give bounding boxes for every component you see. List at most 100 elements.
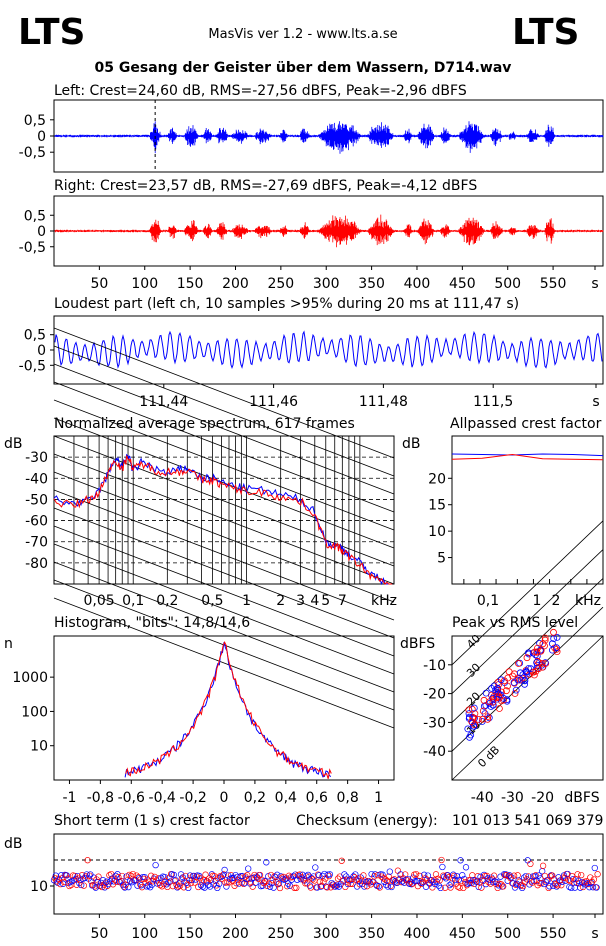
shortterm-point: [87, 871, 94, 878]
shortterm-point: [218, 875, 226, 882]
shortterm-point: [334, 875, 342, 882]
right-waveform-xlabel: 350: [358, 276, 385, 292]
shortterm-point: [495, 882, 502, 889]
peakrms-point: [529, 649, 537, 657]
peakrms-point: [469, 722, 477, 730]
peakrms-point: [532, 668, 540, 675]
peakrms-point: [509, 672, 516, 680]
histogram-ylabel: 100: [21, 704, 48, 720]
shortterm-point: [530, 877, 538, 884]
shortterm-point: [439, 863, 446, 871]
shortterm-point: [97, 882, 104, 889]
peakrms-point: [510, 679, 518, 686]
peakrms-diagonal: [451, 520, 604, 666]
spectrum-title: Normalized average spectrum, 617 frames: [54, 416, 355, 432]
shortterm-point: [80, 882, 88, 889]
right-waveform-xlabel: 450: [449, 276, 476, 292]
peakrms-point: [521, 677, 529, 685]
peakrms-point: [521, 680, 528, 688]
shortterm-point: [266, 883, 274, 890]
left-waveform-trace: [54, 121, 604, 154]
spectrum-frame: [53, 435, 395, 585]
shortterm-point: [536, 879, 543, 887]
right-waveform-xlabel: 100: [131, 276, 158, 292]
shortterm-point: [261, 877, 268, 885]
peakrms-diag-label: 20: [464, 690, 483, 709]
shortterm-point: [182, 872, 189, 880]
right-waveform-xlabel: s: [591, 276, 598, 292]
peakrms-point: [505, 668, 513, 676]
spectrum-right: [53, 455, 393, 585]
peakrms-point: [495, 705, 503, 712]
shortterm-point: [506, 872, 513, 879]
spectrum-slope: [53, 363, 395, 495]
shortterm-point: [431, 880, 439, 888]
peakrms-point: [503, 696, 511, 704]
shortterm-point: [457, 857, 464, 864]
peakrms-point: [465, 706, 473, 714]
shortterm-point: [316, 878, 324, 885]
shortterm-point: [276, 884, 284, 892]
spectrum-slope: [53, 561, 395, 693]
crest-xlabel: 0,1: [477, 593, 499, 609]
peakrms-point: [553, 634, 561, 641]
right-waveform-ylabel: 0,5: [24, 208, 46, 224]
histogram-xlabel: -0,6: [118, 790, 145, 806]
peakrms-point: [478, 718, 486, 725]
shortterm-point: [591, 864, 598, 872]
loudest-xlabel: 111,5: [473, 394, 513, 410]
peakrms-point: [489, 694, 497, 702]
shortterm-point: [475, 883, 482, 891]
right-wave-title: Right: Crest=23,57 dB, RMS=-27,69 dBFS, …: [54, 178, 477, 194]
peakrms-ylabel: -20: [423, 687, 446, 703]
spectrum-xlabel: 0,1: [122, 593, 144, 609]
shortterm-point: [374, 871, 382, 879]
shortterm-point: [268, 880, 275, 887]
loudest-ylabel: 0: [37, 343, 46, 359]
shortterm-point: [187, 879, 195, 887]
shortterm-point: [245, 875, 253, 883]
app-title: MasVis ver 1.2 - www.lts.a.se: [208, 27, 397, 42]
shortterm-point: [83, 871, 90, 878]
shortterm-point: [171, 877, 178, 884]
shortterm-point: [428, 876, 435, 884]
shortterm-xlabel: 350: [358, 926, 385, 942]
peakrms-point: [535, 659, 543, 667]
shortterm-point: [118, 877, 125, 885]
shortterm-point: [436, 877, 443, 884]
file-title: 05 Gesang der Geister über dem Wassern, …: [95, 60, 512, 76]
peakrms-point: [533, 648, 541, 656]
shortterm-point: [375, 883, 383, 890]
shortterm-point: [362, 877, 369, 884]
shortterm-point: [525, 873, 532, 880]
shortterm-point: [196, 875, 204, 882]
spectrum-xlabel: 1: [242, 593, 251, 609]
shortterm-xlabel: s: [591, 926, 598, 942]
spectrum-ylabel: -80: [25, 556, 48, 572]
shortterm-point: [138, 884, 146, 891]
shortterm-point: [461, 875, 468, 883]
shortterm-point: [108, 870, 115, 878]
peakrms-point: [468, 705, 476, 713]
shortterm-point: [220, 871, 227, 878]
shortterm-xlabel: 400: [404, 926, 431, 942]
shortterm-point: [510, 872, 518, 879]
peakrms-point: [480, 696, 488, 704]
spectrum-xlabel: 2: [276, 593, 285, 609]
shortterm-point: [120, 883, 128, 890]
shortterm-point: [365, 877, 373, 885]
shortterm-point: [460, 884, 467, 892]
shortterm-point: [274, 871, 281, 878]
crest-ylabel: 10: [428, 524, 446, 540]
shortterm-point: [381, 878, 388, 885]
shortterm-point: [274, 881, 282, 888]
spectrum-slope: [53, 507, 395, 639]
shortterm-point: [577, 884, 584, 891]
peakrms-diagonal: [451, 549, 604, 694]
shortterm-point: [538, 880, 545, 887]
shortterm-point: [284, 880, 292, 887]
spectrum-ylabel: dB: [4, 436, 23, 452]
spectrum-ylabel: -60: [25, 514, 48, 530]
checksum-value: 101 013 541 069 379: [452, 813, 603, 829]
peakrms-point: [516, 669, 524, 677]
